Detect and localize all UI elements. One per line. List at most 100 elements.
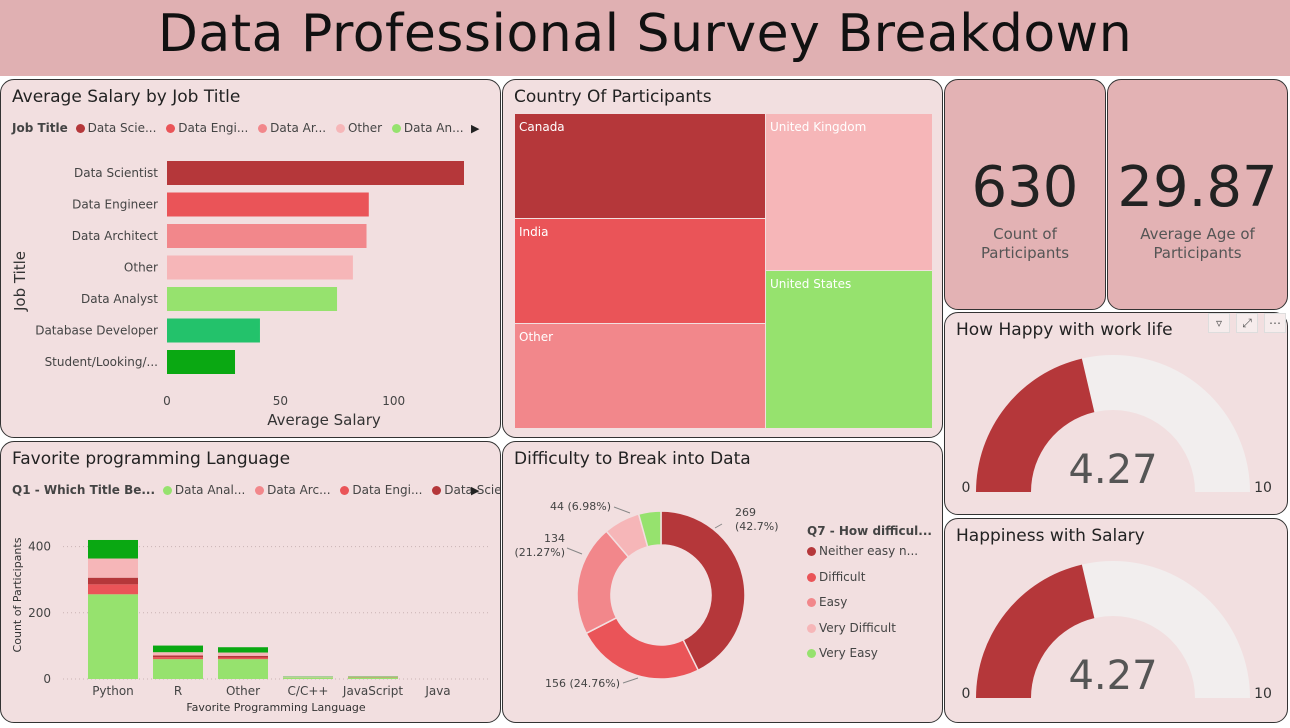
stacked-bar-segment bbox=[348, 677, 398, 679]
y-tick-label: Database Developer bbox=[35, 324, 158, 338]
legend-label: Difficult bbox=[819, 569, 866, 584]
focus-mode-icon[interactable]: ⤢ bbox=[1236, 313, 1258, 333]
legend-item[interactable]: Data Engi... bbox=[166, 121, 248, 135]
work-happiness-title: How Happy with work life bbox=[956, 320, 1173, 340]
stacked-bar-segment bbox=[88, 558, 138, 578]
y-tick-label: Data Engineer bbox=[72, 198, 158, 212]
legend-dot bbox=[391, 124, 401, 133]
legend-dot bbox=[340, 486, 350, 495]
treemap-cell-united-states[interactable]: United States bbox=[766, 271, 932, 428]
average-age-card[interactable]: 29.87 Average Age of Participants bbox=[1107, 79, 1288, 310]
y-tick-label: Data Analyst bbox=[81, 292, 158, 306]
donut-slice bbox=[637, 510, 662, 548]
work-happiness-panel[interactable]: How Happy with work life 4.27 0 10 bbox=[944, 312, 1288, 515]
legend-dot bbox=[258, 124, 268, 133]
treemap-cell-india[interactable]: India bbox=[515, 219, 765, 323]
legend-item[interactable]: Easy bbox=[807, 595, 932, 621]
treemap-cell-canada[interactable]: Canada bbox=[515, 114, 765, 218]
treemap-cell-united-kingdom[interactable]: United Kingdom bbox=[766, 114, 932, 270]
y-axis-title: Count of Participants bbox=[11, 537, 24, 652]
language-panel[interactable]: Favorite programming Language Q1 - Which… bbox=[0, 441, 501, 723]
gauge-value: 4.27 bbox=[1068, 653, 1157, 699]
country-panel[interactable]: Country Of Participants Canada India Oth… bbox=[502, 79, 943, 438]
salary-happiness-gauge: 4.27 0 10 bbox=[962, 561, 1272, 702]
gauge-max: 10 bbox=[1254, 686, 1272, 702]
legend-next-icon[interactable]: ▶ bbox=[471, 122, 480, 135]
gauge-value: 4.27 bbox=[1068, 447, 1157, 493]
participant-count-value: 630 bbox=[971, 155, 1079, 220]
slice-label: (42.7%) bbox=[735, 520, 779, 533]
legend-item[interactable]: Data Scie... bbox=[432, 483, 501, 497]
label-leader-line bbox=[622, 677, 639, 684]
legend-item[interactable]: Difficult bbox=[807, 570, 932, 596]
y-tick-label: 0 bbox=[43, 672, 51, 686]
legend-label: Easy bbox=[819, 595, 848, 609]
legend-label: Very Easy bbox=[819, 646, 878, 660]
legend-item[interactable]: Other bbox=[335, 121, 382, 135]
legend-dot bbox=[807, 572, 816, 582]
legend-label: Neither easy n... bbox=[819, 544, 919, 558]
filter-icon[interactable]: ▿ bbox=[1208, 313, 1230, 333]
x-tick-label: C/C++ bbox=[288, 684, 329, 698]
label-leader-line bbox=[613, 506, 631, 514]
stacked-bar-segment bbox=[88, 577, 138, 585]
x-axis-title: Average Salary bbox=[267, 411, 381, 429]
more-options-icon[interactable]: ⋯ bbox=[1264, 313, 1286, 333]
legend-item[interactable]: Data Scie... bbox=[75, 121, 156, 135]
difficulty-legend: Q7 - How difficul... Neither easy n... D… bbox=[807, 524, 932, 672]
y-tick-label: Other bbox=[124, 261, 158, 275]
legend-dot bbox=[255, 486, 265, 495]
legend-label: Data Arc... bbox=[267, 483, 331, 497]
legend-dot bbox=[432, 486, 442, 495]
kpi-label-line: Average Age of bbox=[1140, 225, 1255, 243]
salary-legend: Job Title Data Scie... Data Engi... Data… bbox=[12, 121, 470, 135]
treemap-label: Canada bbox=[519, 120, 565, 134]
country-panel-title: Country Of Participants bbox=[514, 87, 712, 107]
salary-bar bbox=[167, 287, 338, 311]
work-happiness-gauge: 4.27 0 10 bbox=[962, 355, 1272, 496]
kpi-label-line: Count of bbox=[993, 225, 1057, 243]
stacked-bar-segment bbox=[88, 594, 138, 679]
legend-item[interactable]: Data Arc... bbox=[255, 483, 331, 497]
stacked-bar-segment bbox=[218, 655, 268, 658]
legend-item[interactable]: Neither easy n... bbox=[807, 544, 932, 570]
average-age-value: 29.87 bbox=[1117, 155, 1278, 220]
stacked-bar-segment bbox=[153, 657, 203, 660]
stacked-bar-segment bbox=[153, 655, 203, 658]
x-tick-label: 50 bbox=[273, 394, 288, 408]
treemap-cell-other[interactable]: Other bbox=[515, 324, 765, 428]
slice-label: 44 (6.98%) bbox=[550, 500, 611, 513]
x-tick-label: 0 bbox=[163, 394, 171, 408]
legend-item[interactable]: Very Easy bbox=[807, 646, 932, 672]
stacked-bar-segment bbox=[218, 657, 268, 660]
legend-label: Very Difficult bbox=[819, 620, 896, 635]
participant-count-card[interactable]: 630 Count of Participants bbox=[944, 79, 1106, 310]
legend-dot bbox=[162, 486, 172, 495]
salary-bar bbox=[167, 350, 236, 374]
salary-legend-title: Job Title bbox=[12, 121, 68, 135]
legend-next-icon[interactable]: ▶ bbox=[471, 484, 480, 497]
average-age-label: Average Age of Participants bbox=[1108, 225, 1287, 263]
legend-dot bbox=[335, 124, 345, 133]
legend-item[interactable]: Very Difficult bbox=[807, 621, 932, 647]
salary-happiness-panel[interactable]: Happiness with Salary 4.27 0 10 bbox=[944, 518, 1288, 723]
difficulty-panel-title: Difficulty to Break into Data bbox=[514, 449, 751, 469]
gauge-fill bbox=[976, 564, 1095, 698]
legend-item[interactable]: Data Ar... bbox=[258, 121, 326, 135]
salary-panel-title: Average Salary by Job Title bbox=[12, 87, 241, 107]
salary-bar bbox=[167, 161, 464, 185]
legend-item[interactable]: Data Engi... bbox=[340, 483, 422, 497]
legend-label: Data Engi... bbox=[352, 483, 423, 497]
gauge-min: 0 bbox=[962, 686, 971, 702]
salary-panel[interactable]: Average Salary by Job Title Job Title Da… bbox=[0, 79, 501, 438]
legend-item[interactable]: Data An... bbox=[391, 121, 464, 135]
difficulty-panel[interactable]: Difficulty to Break into Data 269 (42.7%)… bbox=[502, 441, 943, 723]
treemap-label: Other bbox=[519, 330, 554, 344]
title-bar bbox=[0, 0, 1290, 76]
language-legend: Q1 - Which Title Be... Data Anal... Data… bbox=[12, 483, 501, 497]
legend-item[interactable]: Data Anal... bbox=[162, 483, 245, 497]
stacked-bar-segment bbox=[88, 584, 138, 595]
legend-label: Data Engi... bbox=[178, 121, 249, 135]
treemap-label: United States bbox=[770, 277, 852, 291]
legend-label: Data Scie... bbox=[444, 483, 501, 497]
